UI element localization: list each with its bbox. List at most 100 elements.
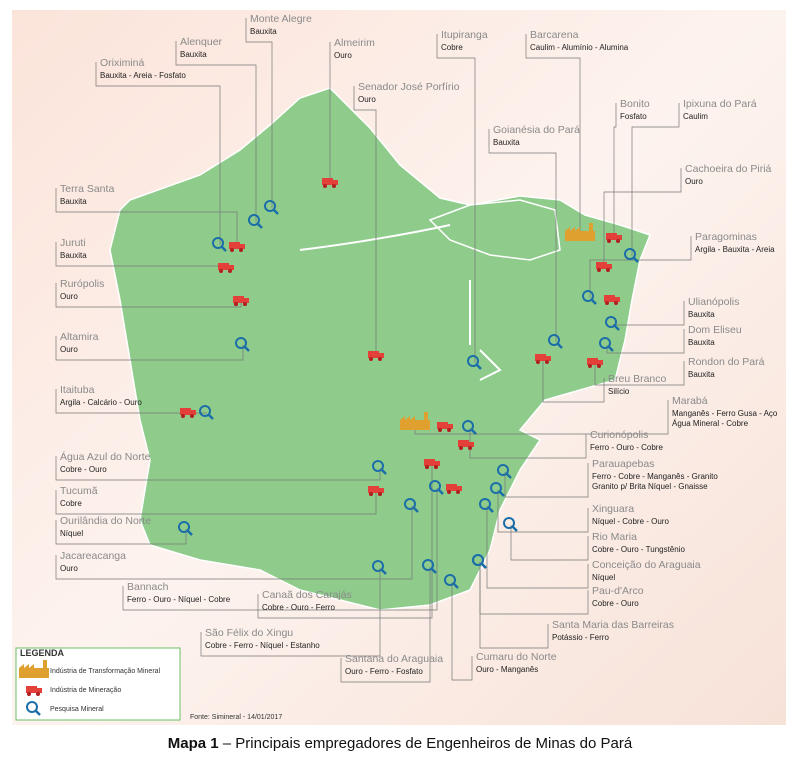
mining-icon	[458, 440, 469, 447]
place-name: Ulianópolis	[688, 296, 739, 308]
place-name: Alenquer	[180, 36, 223, 48]
leader-line	[488, 129, 557, 342]
search-icon	[404, 498, 416, 510]
mining-icon-wheel	[447, 428, 451, 432]
search-icon-handle	[488, 507, 494, 513]
leader-line	[486, 506, 589, 589]
search-icon-handle	[381, 569, 387, 575]
search-icon-handle	[453, 583, 459, 589]
search-icon	[467, 355, 479, 367]
factory-icon-chimney	[589, 223, 593, 232]
legend-title: LEGENDA	[20, 648, 65, 658]
mining-icon-cab	[191, 410, 196, 415]
place-minerals: Cobre - Ferro - Níquel - Estanho	[205, 641, 320, 650]
mining-icon-wheel	[438, 428, 442, 432]
leader-line	[542, 358, 605, 403]
search-icon	[503, 517, 515, 529]
island	[428, 199, 561, 261]
mining-icon-wheel	[181, 414, 185, 418]
search-icon	[248, 214, 260, 226]
factory-icon	[400, 420, 430, 430]
mining-icon-wheel	[597, 268, 601, 272]
place-minerals: Cobre	[441, 43, 463, 52]
place-minerals: Argila - Calcário - Ouro	[60, 398, 142, 407]
mining-icon-wheel	[378, 357, 382, 361]
legend-item: Indústria de Mineração	[50, 687, 121, 694]
caption: Mapa 1 – Principais empregadores de Enge…	[168, 735, 633, 752]
mining-icon-wheel	[456, 490, 460, 494]
search-icon-handle	[633, 257, 639, 263]
mining-icon	[368, 351, 379, 358]
place-minerals: Granito p/ Brita Níquel - Gnaisse	[592, 482, 708, 491]
search-icon-handle	[438, 489, 444, 495]
mining-icon-cab	[469, 442, 474, 447]
place-name: Itaituba	[60, 384, 95, 396]
mining-icon	[368, 486, 379, 493]
mining-icon-cab	[615, 297, 620, 302]
place-name: Rurópolis	[60, 278, 104, 290]
search-icon-handle	[413, 507, 419, 513]
place-name: Barcarena	[530, 29, 579, 41]
mining-icon	[596, 262, 607, 269]
source: Fonte: Simineral - 14/01/2017	[190, 714, 282, 721]
place-minerals: Bauxita	[180, 50, 207, 59]
leader-line	[612, 301, 685, 326]
place-name: Senador José Porfírio	[358, 81, 460, 93]
place-name: Jacareacanga	[60, 550, 126, 562]
mining-icon-wheel	[228, 269, 232, 273]
search-icon-handle	[499, 491, 505, 497]
mining-icon	[229, 242, 240, 249]
place-name: Goianésia do Pará	[493, 124, 580, 136]
place-name: Monte Alegre	[250, 13, 312, 25]
leader-line	[55, 456, 381, 481]
mining-icon	[437, 422, 448, 429]
search-icon-handle	[481, 563, 487, 569]
mining-icon-wheel	[447, 490, 451, 494]
place-name: Juruti	[60, 237, 86, 249]
place-minerals: Níquel	[60, 529, 83, 538]
mining-icon-wheel	[230, 248, 234, 252]
place-name: Cachoeira do Piriá	[685, 163, 772, 175]
search-icon	[372, 460, 384, 472]
search-icon-handle	[244, 346, 250, 352]
search-icon-handle	[512, 526, 518, 532]
mining-icon-wheel	[614, 301, 618, 305]
factory-icon	[19, 668, 49, 678]
place-minerals: Bauxita	[688, 370, 715, 379]
place-name: Rio Maria	[592, 531, 637, 543]
leader-line	[122, 488, 438, 611]
place-minerals: Bauxita	[688, 310, 715, 319]
search-icon	[235, 337, 247, 349]
mining-icon-wheel	[607, 239, 611, 243]
place-name: Santa Maria das Barreiras	[552, 619, 674, 631]
place-minerals: Cobre - Ouro	[592, 599, 639, 608]
factory-icon-roof	[565, 227, 580, 231]
mining-icon-wheel	[536, 360, 540, 364]
place-name: Dom Eliseu	[688, 324, 742, 336]
mining-icon	[446, 484, 457, 491]
mining-icon-cab	[607, 264, 612, 269]
mining-icon-wheel	[378, 492, 382, 496]
leader-line	[451, 582, 473, 681]
place-minerals: Manganês - Ferro Gusa - Aço	[672, 409, 778, 418]
mining-icon-cab	[333, 180, 338, 185]
place-minerals: Bauxita	[60, 251, 87, 260]
place-name: Água Azul do Norte	[60, 450, 151, 463]
search-icon	[429, 480, 441, 492]
search-icon-handle	[614, 325, 620, 331]
place-minerals: Níquel	[592, 573, 615, 582]
place-minerals: Caulim - Alumínio - Alumina	[530, 43, 629, 52]
mining-icon-wheel	[369, 492, 373, 496]
mining-icon-wheel	[323, 184, 327, 188]
search-icon-handle	[591, 299, 597, 305]
place-name: Santana do Araguaia	[345, 653, 443, 665]
mining-icon-wheel	[243, 302, 247, 306]
mining-icon-wheel	[606, 268, 610, 272]
mining-icon-wheel	[369, 357, 373, 361]
place-name: Almeirim	[334, 37, 375, 49]
place-minerals: Cobre - Ouro	[60, 465, 107, 474]
leader-line	[606, 329, 685, 354]
search-icon	[422, 559, 434, 571]
place-minerals: Ferro - Cobre - Manganês - Granito	[592, 472, 718, 481]
